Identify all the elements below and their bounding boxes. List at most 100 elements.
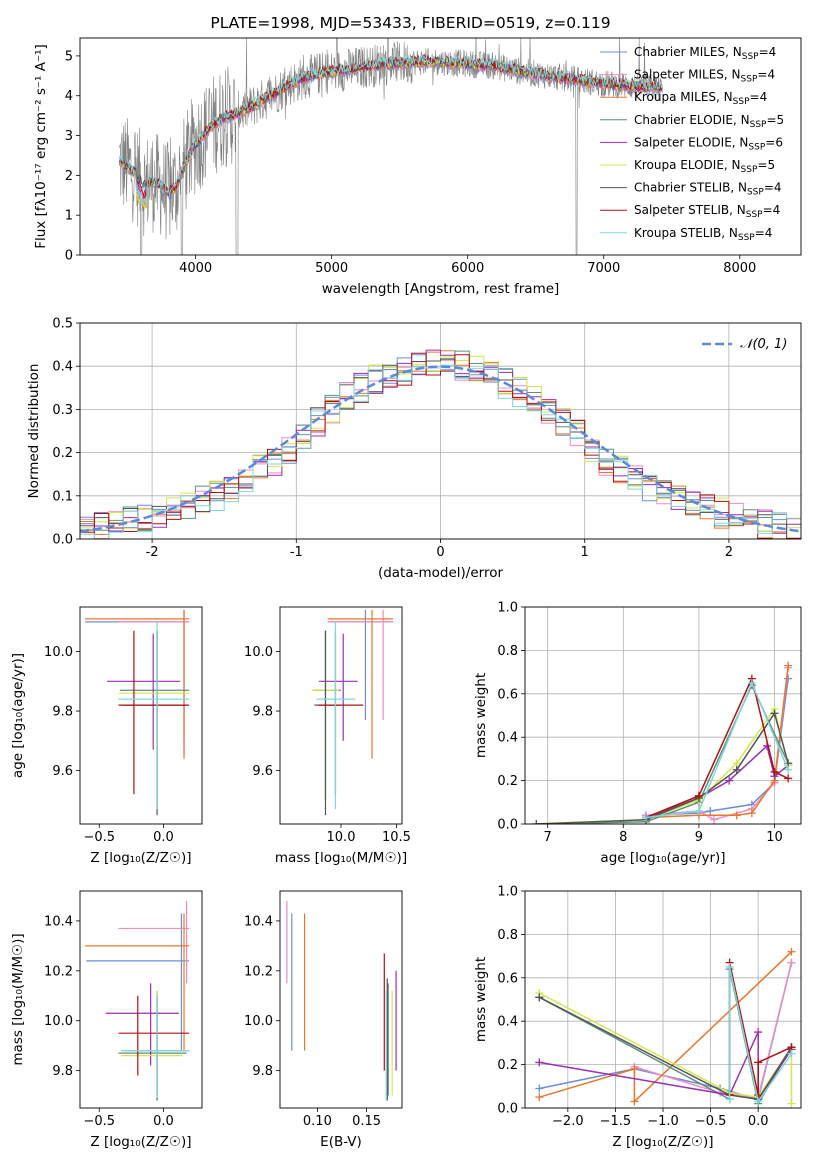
weight-line-2: [539, 951, 793, 1104]
weight-marker: [535, 1084, 544, 1093]
y-tick-label: 1.0: [497, 601, 518, 616]
mass-weight-vs-z-chart: −2.0 −1.5 −1.0 −0.5 0.0 0.0 0.2 0.4 0.6 0.8 1.0 Z […: [473, 885, 802, 1150]
age-vs-z-chart: −0.5 0.0 9.6 9.8 10.0 Z [log₁₀(Z/Z☉)] age [log…: [10, 606, 203, 866]
weight-line-3: [536, 683, 789, 824]
y-tick-label: 0.0: [497, 818, 518, 833]
y-tick-label: 9.8: [52, 705, 73, 720]
age-vs-mass-chart: 10.0 10.5 9.6 9.8 10.0 mass [log₁₀(M/M☉)]: [244, 606, 411, 866]
weight-marker: [784, 674, 793, 683]
age-vs-z-plot-area: [85, 609, 190, 816]
model-spectrum-0: [119, 58, 663, 200]
weight-marker: [694, 806, 703, 815]
residuals-chart: -2 -1 0 1 2 0.0 0.1 0.2 0.3 0.4 0.5 (data-model)/er…: [26, 317, 802, 581]
y-tick-label: 0.2: [497, 774, 518, 789]
x-tick-label: −0.5: [695, 1114, 727, 1129]
y-tick-label: 9.8: [252, 1064, 273, 1079]
x-tick-label: 2: [725, 545, 733, 560]
weight-marker: [532, 820, 541, 824]
weight-line-5: [538, 992, 793, 1104]
weight-marker: [694, 791, 703, 800]
y-tick-label: 0.8: [497, 644, 518, 659]
spectrum-chart: 4000 5000 6000 7000 8000 0 1 2 3 4 5 wavelength [An…: [33, 14, 802, 297]
weight-line-6: [536, 711, 789, 824]
weight-marker: [725, 776, 734, 785]
mass-weight-vs-z-plot-area: [535, 947, 796, 1108]
x-tick-label: −0.5: [83, 830, 115, 845]
histogram-8: [80, 364, 801, 539]
mass-vs-z-plot-area: [85, 900, 190, 1101]
legend-entry: Chabrier ELODIE, NSSP=5: [634, 113, 784, 130]
x-tick-label: 0.15: [352, 1114, 381, 1129]
x-tick-label: 10: [766, 830, 783, 845]
mass-vs-ebv-plot-area: [286, 900, 397, 1101]
age-vs-mass-plot-area: [312, 609, 394, 816]
weight-marker: [784, 774, 793, 783]
weight-marker: [641, 813, 650, 822]
weight-marker: [630, 1097, 639, 1106]
y-tick-label: 9.6: [52, 764, 73, 779]
histogram-5: [80, 355, 801, 539]
weight-marker: [754, 1028, 763, 1037]
gaussian-curve: [80, 365, 801, 533]
y-tick-label: 10.0: [244, 1014, 273, 1029]
weight-marker: [754, 1058, 763, 1067]
y-tick-label: 10.2: [44, 964, 73, 979]
x-axis-label: Z [log₁₀(Z/Z☉)]: [90, 850, 191, 866]
weight-marker: [535, 993, 544, 1002]
y-tick-label: 10.2: [244, 964, 273, 979]
y-tick-label: 10.0: [244, 645, 273, 660]
legend-entry: Salpeter MILES, NSSP=4: [634, 68, 775, 85]
y-tick-label: 9.8: [52, 1064, 73, 1079]
y-tick-label: 5: [65, 49, 73, 64]
x-axis-label: Z [log₁₀(Z/Z☉)]: [90, 1134, 191, 1150]
weight-line-1: [634, 962, 793, 1099]
legend-entry: Kroupa MILES, NSSP=4: [634, 90, 767, 107]
plot-frame: [279, 606, 403, 825]
y-tick-label: 3: [65, 129, 73, 144]
weight-line-8: [645, 681, 789, 819]
x-axis-label: (data-model)/error: [378, 565, 504, 581]
y-tick-label: 9.8: [252, 705, 273, 720]
legend-entry: Salpeter ELODIE, NSSP=6: [634, 135, 783, 152]
x-tick-label: 0.0: [748, 1114, 769, 1129]
weight-marker: [535, 1093, 544, 1102]
x-axis-label: Z [log₁₀(Z/Z☉)]: [612, 1134, 713, 1150]
weight-marker: [725, 962, 734, 971]
plot-frame: [79, 322, 802, 540]
plot-frame: [79, 606, 203, 825]
legend-entry: Kroupa STELIB, NSSP=4: [634, 226, 772, 243]
y-tick-label: 0.2: [52, 446, 73, 461]
chart-title: PLATE=1998, MJD=53433, FIBERID=0519, z=0…: [210, 14, 610, 32]
y-tick-label: 0.3: [52, 403, 73, 418]
weight-marker: [784, 765, 793, 774]
y-tick-label: 0.8: [497, 928, 518, 943]
y-axis-label: mass weight: [473, 957, 489, 1042]
weight-marker: [630, 1064, 639, 1073]
spectrum-plot-area: [119, 38, 663, 255]
legend-entry: Chabrier MILES, NSSP=4: [634, 45, 776, 62]
y-axis-label: Flux [fλ10⁻¹⁷ erg cm⁻² s⁻¹ A⁻¹]: [33, 44, 49, 249]
weight-marker: [747, 678, 756, 687]
model-spectrum-7: [119, 54, 663, 200]
y-tick-label: 0.0: [52, 533, 73, 548]
x-tick-label: 10.0: [327, 830, 356, 845]
histogram-7: [80, 352, 801, 539]
x-tick-label: -2: [146, 545, 159, 560]
weight-marker: [732, 765, 741, 774]
observed-spectrum: [119, 38, 663, 255]
weight-line-6: [538, 996, 793, 1101]
y-tick-label: 0.5: [52, 317, 73, 332]
y-tick-label: 4: [65, 89, 73, 104]
y-tick-label: 0.4: [497, 1015, 518, 1030]
histogram-6: [80, 358, 801, 539]
weight-line-2: [645, 665, 789, 819]
plot-frame: [79, 37, 802, 256]
y-axis-label: age [log₁₀(age/yr)]: [10, 653, 26, 778]
legend-entry: 𝒩(0, 1): [740, 337, 787, 352]
x-tick-label: 5000: [315, 261, 348, 276]
x-tick-label: 7000: [587, 261, 620, 276]
y-tick-label: 0: [65, 249, 73, 264]
plot-frame: [524, 890, 802, 1109]
x-tick-label: −1.0: [647, 1114, 679, 1129]
